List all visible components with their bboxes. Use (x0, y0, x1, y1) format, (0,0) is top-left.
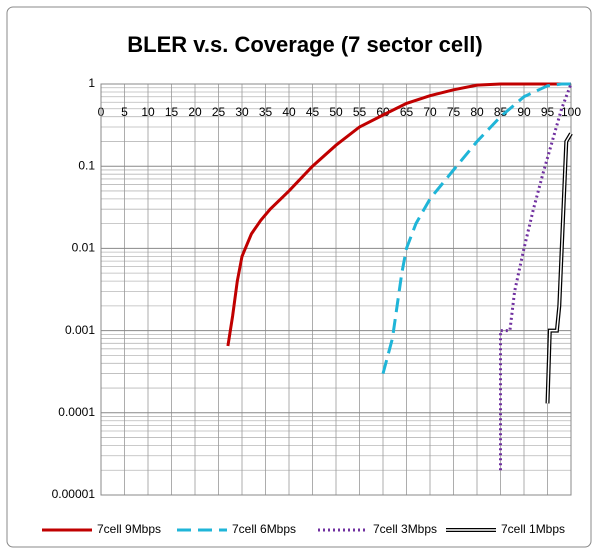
chart-title: BLER v.s. Coverage (7 sector cell) (127, 32, 482, 57)
x-tick-label: 65 (400, 105, 414, 119)
y-tick-label: 0.001 (65, 323, 95, 337)
plot-border (100, 83, 572, 496)
x-tick-label: 5 (121, 105, 128, 119)
y-tick-label: 1 (88, 76, 95, 90)
x-tick-label: 50 (329, 105, 343, 119)
x-tick-label: 35 (259, 105, 273, 119)
plot (226, 82, 573, 471)
legend-label: 7cell 6Mbps (232, 522, 296, 536)
x-tick-label: 25 (212, 105, 226, 119)
y-tick-label: 0.01 (72, 241, 96, 255)
y-tick-label: 0.00001 (52, 487, 96, 501)
y-tick-label: 0.0001 (58, 405, 95, 419)
x-tick-label: 40 (282, 105, 296, 119)
x-tick-label: 70 (423, 105, 437, 119)
x-tick-label: 90 (517, 105, 531, 119)
legend-label: 7cell 3Mbps (373, 522, 437, 536)
chart-frame (6, 6, 592, 548)
y-tick-label: 0.1 (78, 158, 95, 172)
x-tick-label: 30 (235, 105, 249, 119)
series-line (226, 82, 571, 347)
x-tick-label: 10 (141, 105, 155, 119)
x-tick-label: 75 (447, 105, 461, 119)
series-line (381, 82, 571, 374)
legend-label: 7cell 9Mbps (97, 522, 161, 536)
x-tick-label: 95 (541, 105, 555, 119)
x-tick-label: 15 (165, 105, 179, 119)
x-tick-label: 55 (353, 105, 367, 119)
series-line-inner (546, 133, 572, 404)
legend: 7cell 9Mbps 7cell 6Mbps 7cell 3Mbps 7cell 1… (42, 522, 565, 536)
x-tick-label: 85 (494, 105, 508, 119)
legend-label: 7cell 1Mbps (501, 522, 565, 536)
x-tick-label: 80 (470, 105, 484, 119)
x-tick-label: 20 (188, 105, 202, 119)
x-tick-label: 45 (306, 105, 320, 119)
